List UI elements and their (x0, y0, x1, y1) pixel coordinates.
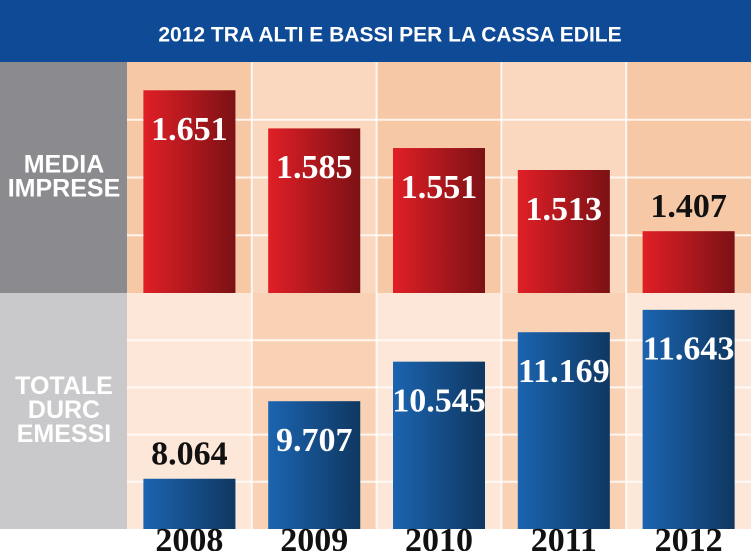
bar-shade (268, 401, 361, 529)
bar-shade (393, 148, 485, 293)
value-label: 1.513 (526, 191, 603, 228)
panel-label: MEDIA IMPRESE (8, 150, 121, 202)
value-label: 11.169 (518, 353, 610, 390)
bar-shade (268, 128, 361, 293)
bar-shade (143, 478, 236, 529)
header (0, 0, 751, 62)
bar-shade (143, 90, 236, 293)
panel-label: TOTALE DURC EMESSI (15, 372, 113, 448)
value-label: 11.643 (643, 331, 735, 368)
x-tick-label: 2010 (405, 522, 473, 551)
bar-shade (517, 332, 610, 529)
value-label: 1.585 (276, 149, 353, 186)
footer (0, 529, 751, 551)
bar-shade (517, 169, 610, 293)
bar-shade (642, 231, 735, 293)
value-label: 1.651 (151, 111, 228, 148)
x-tick-label: 2012 (655, 522, 723, 551)
x-tick-label: 2008 (155, 522, 223, 551)
x-tick-label: 2009 (280, 522, 348, 551)
value-label: 1.407 (650, 188, 727, 225)
value-label: 1.551 (401, 169, 478, 206)
bar-shade (642, 309, 735, 529)
value-label: 9.707 (276, 422, 353, 459)
panel-label-bg (0, 62, 127, 293)
panel-label-bg (0, 293, 127, 529)
x-tick-label: 2011 (531, 522, 597, 551)
value-label: 10.545 (392, 382, 486, 419)
title: 2012 TRA ALTI E BASSI PER LA CASSA EDILE (158, 24, 621, 47)
value-label: 8.064 (151, 436, 228, 473)
bar-shade (393, 361, 485, 529)
